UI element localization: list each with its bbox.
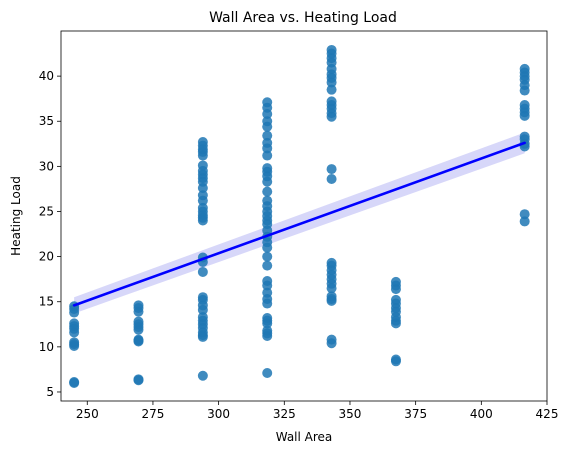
data-point <box>197 190 208 201</box>
data-point <box>197 266 208 277</box>
x-tick-label: 350 <box>339 407 362 421</box>
data-point <box>133 316 144 327</box>
data-point <box>197 312 208 323</box>
chart-title: Wall Area vs. Heating Load <box>209 10 397 26</box>
x-tick-label: 275 <box>141 407 164 421</box>
x-tick-label: 425 <box>536 407 559 421</box>
x-tick-label: 400 <box>470 407 493 421</box>
data-point <box>133 374 144 385</box>
data-point <box>262 260 273 271</box>
data-point <box>262 150 273 161</box>
y-axis-ticks: 5 10 15 20 25 30 35 40 <box>39 69 61 399</box>
data-point <box>519 100 530 110</box>
y-tick-label: 35 <box>39 114 54 128</box>
y-axis-label: Heating Load <box>9 176 23 256</box>
data-point <box>326 96 337 107</box>
data-point <box>262 130 273 141</box>
data-point <box>197 202 208 213</box>
data-point <box>326 291 337 302</box>
data-point <box>133 300 144 311</box>
data-point <box>197 292 208 303</box>
data-point <box>262 116 273 127</box>
data-point <box>262 186 273 197</box>
data-point <box>262 195 273 206</box>
y-tick-label: 25 <box>39 204 54 218</box>
data-point <box>519 131 530 142</box>
data-point <box>262 137 273 148</box>
data-point <box>262 368 273 379</box>
y-tick-label: 20 <box>39 250 54 264</box>
data-point <box>519 209 530 220</box>
data-point <box>133 334 144 345</box>
x-axis-label: Wall Area <box>276 430 333 444</box>
data-point <box>262 163 273 174</box>
data-point <box>69 377 80 388</box>
data-points <box>69 44 530 388</box>
y-tick-label: 40 <box>39 69 54 83</box>
regression-line-path <box>72 141 526 307</box>
y-tick-label: 5 <box>46 385 54 399</box>
data-point <box>326 164 337 175</box>
data-point <box>262 325 273 336</box>
data-point <box>69 318 80 329</box>
data-point <box>390 276 401 287</box>
data-point <box>326 44 337 55</box>
data-point <box>262 251 273 262</box>
data-point <box>262 275 273 286</box>
x-tick-label: 300 <box>207 407 230 421</box>
data-point <box>326 174 337 184</box>
data-point <box>390 294 401 305</box>
y-tick-label: 15 <box>39 295 54 309</box>
data-point <box>262 97 273 108</box>
data-point <box>262 287 273 298</box>
regression-line <box>72 141 526 307</box>
data-point <box>390 354 401 365</box>
data-point <box>326 84 337 95</box>
x-tick-label: 325 <box>273 407 296 421</box>
data-point <box>197 370 208 381</box>
data-point <box>326 334 337 345</box>
plot-frame <box>60 30 548 402</box>
x-axis-ticks: 250 275 300 325 350 375 400 425 <box>76 401 559 421</box>
data-point <box>69 337 80 348</box>
data-point <box>262 312 273 323</box>
data-point <box>519 216 530 227</box>
data-point <box>519 63 530 74</box>
x-tick-label: 250 <box>76 407 99 421</box>
data-point <box>197 137 208 147</box>
data-point <box>326 257 337 268</box>
data-point <box>197 160 208 171</box>
y-tick-label: 10 <box>39 340 54 354</box>
x-tick-label: 375 <box>404 407 427 421</box>
y-tick-label: 30 <box>39 159 54 173</box>
